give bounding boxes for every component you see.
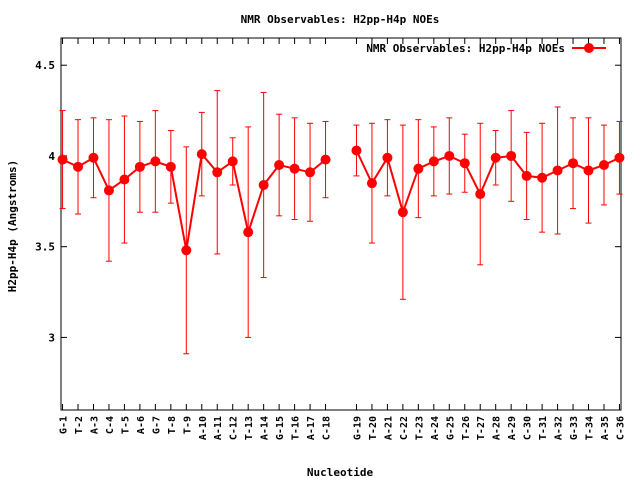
- data-points: [57, 145, 625, 256]
- x-tick-label: G-15: [275, 416, 286, 440]
- x-tick-label: G-7: [151, 416, 162, 434]
- x-tick-label: A-29: [507, 416, 518, 440]
- data-point: [521, 170, 532, 181]
- data-point: [568, 158, 579, 169]
- data-point: [475, 189, 486, 200]
- x-tick-label: A-3: [89, 416, 100, 434]
- x-tick-label: A-28: [492, 416, 503, 440]
- data-point: [88, 152, 99, 163]
- x-tick-label: C-12: [229, 416, 240, 440]
- data-point: [150, 156, 161, 167]
- data-point: [258, 179, 269, 190]
- data-point: [413, 163, 424, 174]
- data-point: [196, 149, 207, 160]
- legend-label: NMR Observables: H2pp-H4p NOEs: [366, 42, 565, 55]
- chart-title: NMR Observables: H2pp-H4p NOEs: [241, 13, 440, 26]
- y-tick-label: 3.5: [35, 241, 55, 254]
- x-tick-label: T-26: [461, 416, 472, 440]
- x-tick-label: G-33: [569, 416, 580, 440]
- data-point: [320, 154, 331, 165]
- x-tick-label: T-9: [182, 416, 193, 434]
- x-tick-label: A-6: [136, 416, 147, 434]
- y-tick-label: 4: [48, 150, 55, 163]
- y-tick-label: 4.5: [35, 59, 55, 72]
- x-tick-label: A-32: [554, 416, 565, 440]
- data-point: [490, 152, 501, 163]
- data-point: [428, 156, 439, 167]
- x-tick-label: T-31: [538, 416, 549, 440]
- data-point: [366, 178, 377, 189]
- x-tick-label: T-5: [120, 416, 131, 434]
- data-point: [119, 174, 130, 185]
- data-point: [614, 152, 625, 163]
- x-tick-label: A-11: [213, 416, 224, 440]
- data-point: [351, 145, 362, 156]
- data-point: [537, 172, 548, 183]
- data-point: [506, 150, 517, 161]
- y-axis-label: H2pp-H4p (Angstroms): [6, 160, 19, 292]
- x-tick-label: T-20: [368, 416, 379, 440]
- x-tick-label: G-19: [352, 416, 363, 440]
- x-tick-label: A-21: [383, 416, 394, 440]
- data-point: [305, 167, 316, 178]
- series-lines: [62, 150, 620, 251]
- x-tick-label: T-2: [74, 416, 85, 434]
- x-tick-label: T-34: [585, 416, 596, 440]
- x-tick-label: C-30: [523, 416, 534, 440]
- error-bars: [59, 90, 623, 355]
- x-tick-label: A-35: [600, 416, 611, 440]
- data-point: [103, 185, 114, 196]
- data-point: [57, 154, 68, 165]
- x-tick-label: T-16: [291, 416, 302, 440]
- legend-marker: [584, 43, 594, 53]
- data-point: [243, 227, 254, 238]
- data-point: [73, 161, 84, 172]
- x-tick-label: A-24: [430, 416, 441, 440]
- x-tick-label: T-23: [414, 416, 425, 440]
- plot-frame: [60, 37, 622, 411]
- data-point: [134, 161, 145, 172]
- x-tick-label: A-14: [260, 416, 271, 440]
- x-axis-label: Nucleotide: [307, 466, 374, 479]
- x-tick-label: A-10: [198, 416, 209, 440]
- data-point: [583, 165, 594, 176]
- x-tick-label: T-27: [476, 416, 487, 440]
- y-ticks: 3 3.5 4 4.5: [35, 59, 621, 344]
- plot-area: 3 3.5 4 4.5 G-1 T-2 A-3 C-4 T-5 A-6 G-7 T-8 T-9 A-10…: [35, 37, 626, 440]
- data-point: [397, 207, 408, 218]
- data-point: [444, 150, 455, 161]
- x-tick-label: T-8: [167, 416, 178, 434]
- x-tick-label: C-22: [399, 416, 410, 440]
- data-point: [181, 245, 192, 256]
- x-tick-label: T-13: [244, 416, 255, 440]
- x-tick-label: C-18: [322, 416, 333, 440]
- x-tick-label: C-36: [615, 416, 626, 440]
- x-ticks: G-1 T-2 A-3 C-4 T-5 A-6 G-7 T-8 T-9 A-10 A-11 C-12 T…: [59, 38, 626, 440]
- series-line: [62, 151, 327, 251]
- legend: NMR Observables: H2pp-H4p NOEs: [366, 42, 606, 55]
- data-point: [459, 158, 470, 169]
- x-tick-label: G-25: [445, 416, 456, 440]
- data-point: [552, 165, 563, 176]
- data-point: [212, 167, 223, 178]
- data-point: [382, 152, 393, 163]
- x-tick-label: G-1: [59, 416, 70, 434]
- data-point: [227, 156, 238, 167]
- data-point: [274, 160, 285, 171]
- data-point: [165, 161, 176, 172]
- x-tick-label: A-17: [306, 416, 317, 440]
- data-point: [598, 160, 609, 171]
- series-line: [355, 150, 620, 216]
- y-tick-label: 3: [48, 331, 55, 344]
- x-tick-label: C-4: [105, 416, 116, 434]
- data-point: [289, 163, 300, 174]
